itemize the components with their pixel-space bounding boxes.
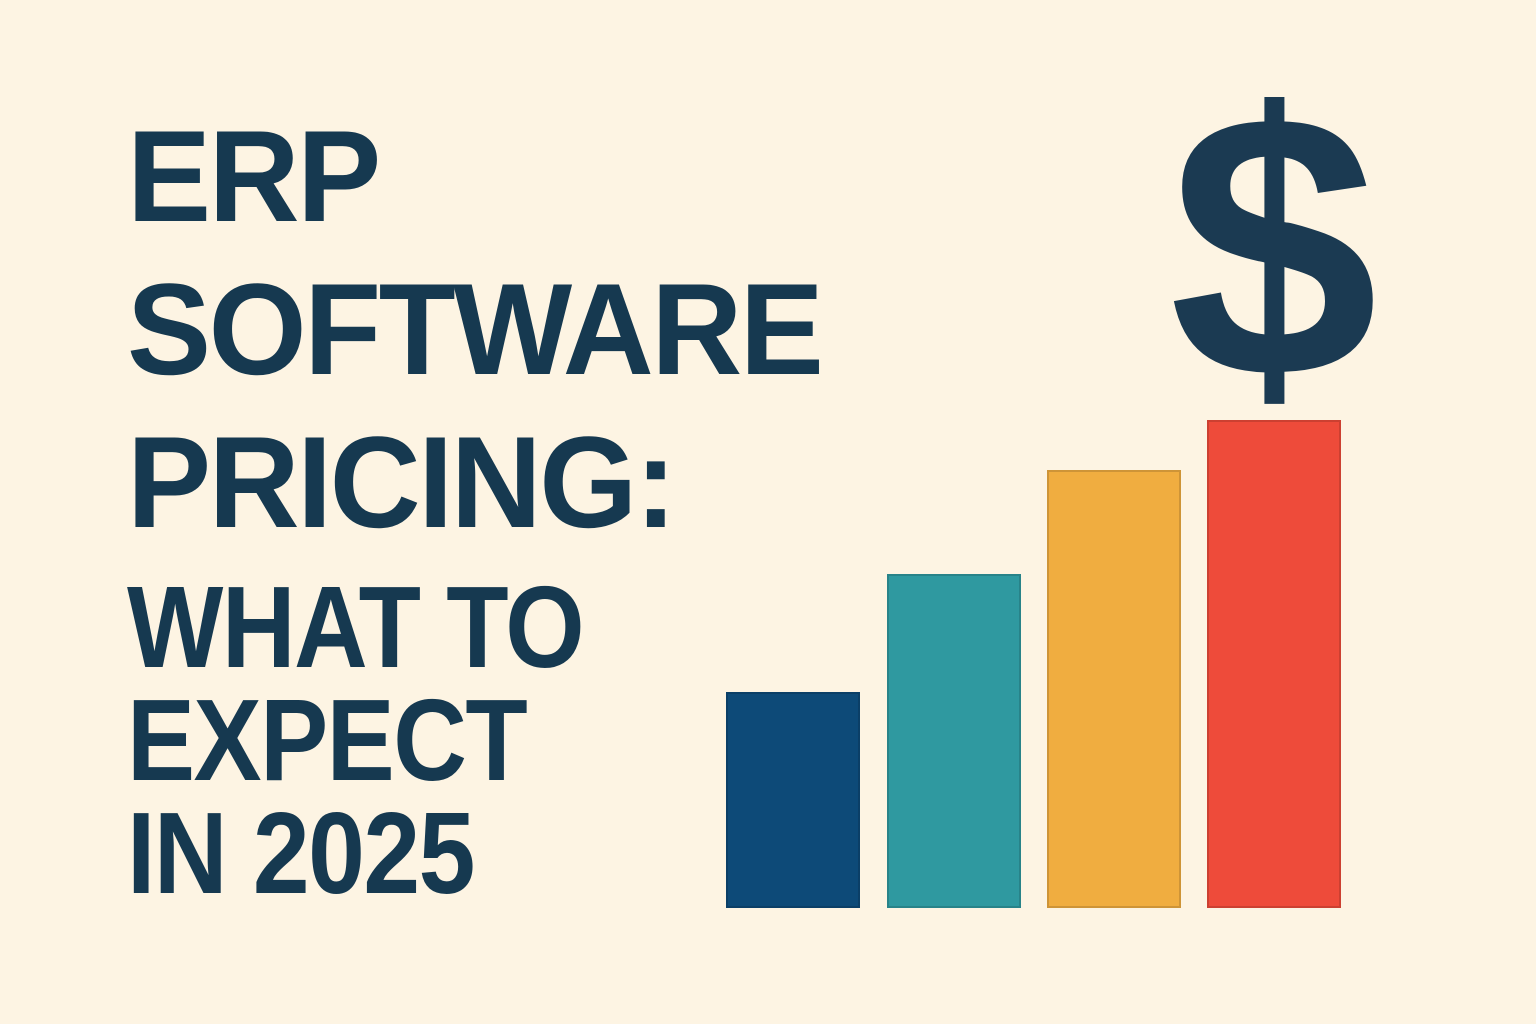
headline-line-3: PRICING: xyxy=(127,409,677,555)
chart-bar-2 xyxy=(887,574,1021,908)
dollar-sign-icon: $ xyxy=(1168,36,1379,456)
chart-bar-1 xyxy=(726,692,860,908)
subtitle-line-2: EXPECT xyxy=(127,675,528,805)
subtitle-line-1: WHAT TO xyxy=(127,562,585,692)
chart-bar-4 xyxy=(1207,420,1341,908)
subtitle-line-3: IN 2025 xyxy=(127,788,475,918)
headline-subtitle: WHAT TO EXPECT IN 2025 xyxy=(127,562,585,918)
headline-large: ERP SOFTWARE PRICING: xyxy=(127,100,824,559)
headline-line-1: ERP xyxy=(127,103,381,249)
headline-line-2: SOFTWARE xyxy=(127,256,824,402)
chart-bar-3 xyxy=(1047,470,1181,908)
